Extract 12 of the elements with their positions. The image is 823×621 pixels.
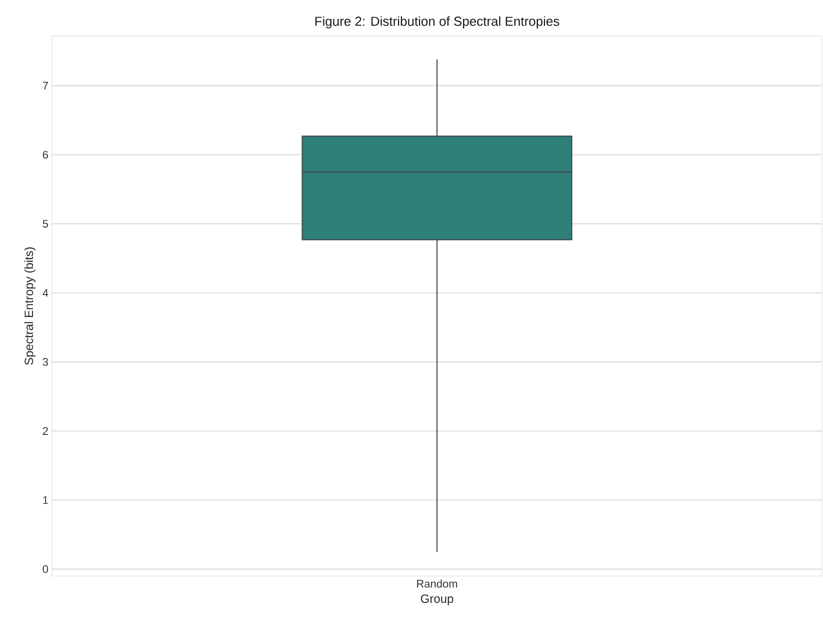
y-tick-label: 7 [42,82,48,90]
y-axis-title: Spectral Entropy (bits) [24,247,36,365]
y-tick-label: 4 [42,289,48,297]
y-tick-label: 6 [42,150,48,159]
y-tick-label: 3 [42,358,48,366]
y-tick-label: 2 [42,427,48,435]
y-tick-label: 0 [42,565,48,573]
x-axis-title: Group [420,594,454,606]
x-tick-label: Random [417,580,458,588]
y-tick-label: 1 [43,496,48,504]
y-tick-label: 5 [42,220,48,228]
chart-title: Figure 2: Distribution of Spectral Entropies [315,16,560,28]
